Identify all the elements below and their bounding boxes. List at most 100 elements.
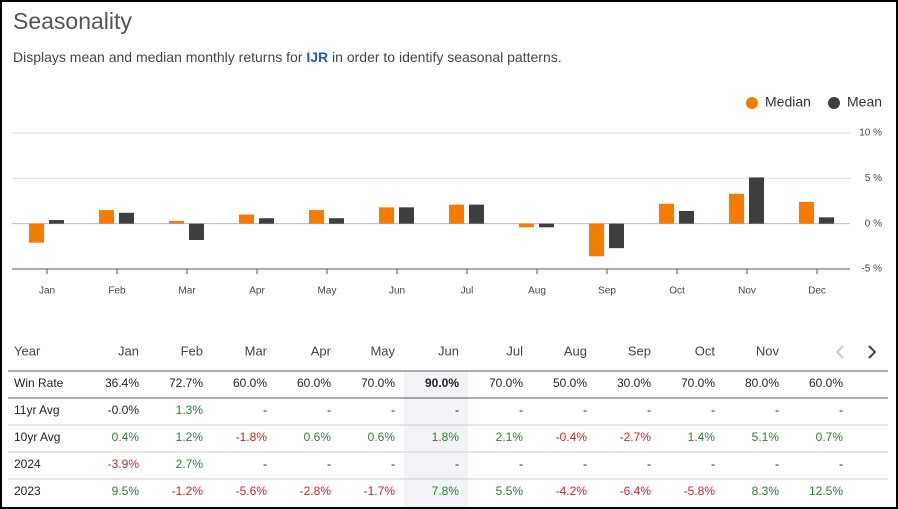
table-cell: 12.5% xyxy=(809,484,843,498)
table-header: Oct xyxy=(695,343,716,358)
table-header: Jul xyxy=(506,343,523,358)
bar xyxy=(469,204,484,224)
table-cell: - xyxy=(327,403,331,417)
table-cell: - xyxy=(455,403,459,417)
table-cell: - xyxy=(583,403,587,417)
y-tick-label: 0 % xyxy=(865,218,882,229)
table-cell: 11yr Avg xyxy=(14,403,60,417)
x-tick-label: Mar xyxy=(178,286,196,297)
table-cell: 60.0% xyxy=(809,376,843,390)
legend-label: Mean xyxy=(847,94,882,110)
table-cell: 90.0% xyxy=(425,376,459,390)
table-cell: 1.4% xyxy=(688,430,716,444)
table-cell: 1.8% xyxy=(432,430,460,444)
x-tick-label: Aug xyxy=(528,286,546,297)
x-tick-label: Sep xyxy=(598,286,616,297)
x-tick-label: Nov xyxy=(738,286,756,297)
table-cell: - xyxy=(583,457,587,471)
table-cell: 0.6% xyxy=(304,430,332,444)
bar xyxy=(399,207,414,224)
table-cell: - xyxy=(263,403,267,417)
table-cell: 72.7% xyxy=(169,376,203,390)
table-cell: -1.7% xyxy=(364,484,396,498)
subtitle: Displays mean and median monthly returns… xyxy=(13,49,562,65)
table-cell: 2024 xyxy=(14,457,41,471)
legend-marker xyxy=(828,97,840,109)
table-header: Year xyxy=(14,343,41,358)
table-cell: - xyxy=(327,457,331,471)
table-cell: Win Rate xyxy=(14,376,64,390)
bar xyxy=(29,223,44,243)
table-cell: 2023 xyxy=(14,484,41,498)
table-cell: 70.0% xyxy=(681,376,715,390)
table-cell: - xyxy=(711,403,715,417)
y-tick-label: 5 % xyxy=(865,173,882,184)
table-cell: -5.8% xyxy=(684,484,716,498)
table-cell: - xyxy=(839,457,843,471)
x-tick-label: Jul xyxy=(461,286,474,297)
table-cell: 80.0% xyxy=(745,376,779,390)
table-cell: 8.3% xyxy=(752,484,780,498)
next-arrow[interactable] xyxy=(868,345,877,359)
table-cell: 1.3% xyxy=(176,403,204,417)
bar xyxy=(449,204,464,224)
bar xyxy=(539,223,554,228)
table-header: Aug xyxy=(564,343,587,358)
bar xyxy=(309,210,324,224)
table-cell: -2.8% xyxy=(300,484,332,498)
bar xyxy=(589,223,604,257)
bar xyxy=(119,212,134,224)
table-cell: 60.0% xyxy=(233,376,267,390)
bar xyxy=(189,223,204,240)
subtitle-text: in order to identify seasonal patterns. xyxy=(328,49,561,65)
table-cell: - xyxy=(775,403,779,417)
table-cell: 2.7% xyxy=(176,457,204,471)
table-cell: 70.0% xyxy=(489,376,523,390)
table-cell: -0.0% xyxy=(108,403,140,417)
x-tick-label: Apr xyxy=(249,286,265,297)
bar xyxy=(519,223,534,228)
bar xyxy=(239,214,254,224)
legend-label: Median xyxy=(765,94,811,110)
table-header: Apr xyxy=(311,343,332,358)
table-cell: - xyxy=(391,457,395,471)
table-cell: -3.9% xyxy=(108,457,140,471)
table-cell: - xyxy=(391,403,395,417)
table-cell: 10yr Avg xyxy=(14,430,60,444)
bar xyxy=(609,223,624,249)
prev-arrow[interactable] xyxy=(835,345,844,359)
table-cell: - xyxy=(775,457,779,471)
table-header: Feb xyxy=(181,343,203,358)
table-cell: -0.4% xyxy=(556,430,588,444)
x-tick-label: Oct xyxy=(669,286,685,297)
bar xyxy=(99,210,114,224)
legend-marker xyxy=(746,97,758,109)
ticker-link[interactable]: IJR xyxy=(306,49,328,65)
table-cell: -4.2% xyxy=(556,484,588,498)
table-cell: 1.2% xyxy=(176,430,204,444)
table-header: Nov xyxy=(756,343,780,358)
table-cell: 2.1% xyxy=(496,430,524,444)
table-header: Jun xyxy=(438,343,459,358)
table-cell: 5.1% xyxy=(752,430,780,444)
table-header: Mar xyxy=(245,343,268,358)
table-cell: - xyxy=(647,403,651,417)
table-cell: 9.5% xyxy=(112,484,140,498)
bar xyxy=(659,203,674,224)
table-cell: - xyxy=(647,457,651,471)
table-cell: -2.7% xyxy=(620,430,652,444)
table-cell: -1.2% xyxy=(172,484,204,498)
x-tick-label: May xyxy=(318,286,337,297)
table-cell: - xyxy=(263,457,267,471)
table-cell: - xyxy=(519,403,523,417)
table-cell: - xyxy=(711,457,715,471)
x-tick-label: Feb xyxy=(108,286,126,297)
x-tick-label: Jun xyxy=(389,286,405,297)
table-cell: - xyxy=(839,403,843,417)
table-cell: 60.0% xyxy=(297,376,331,390)
bar xyxy=(729,193,744,224)
table-cell: -6.4% xyxy=(620,484,652,498)
bar xyxy=(679,210,694,224)
table-header: May xyxy=(370,343,395,358)
table-cell: 70.0% xyxy=(361,376,395,390)
